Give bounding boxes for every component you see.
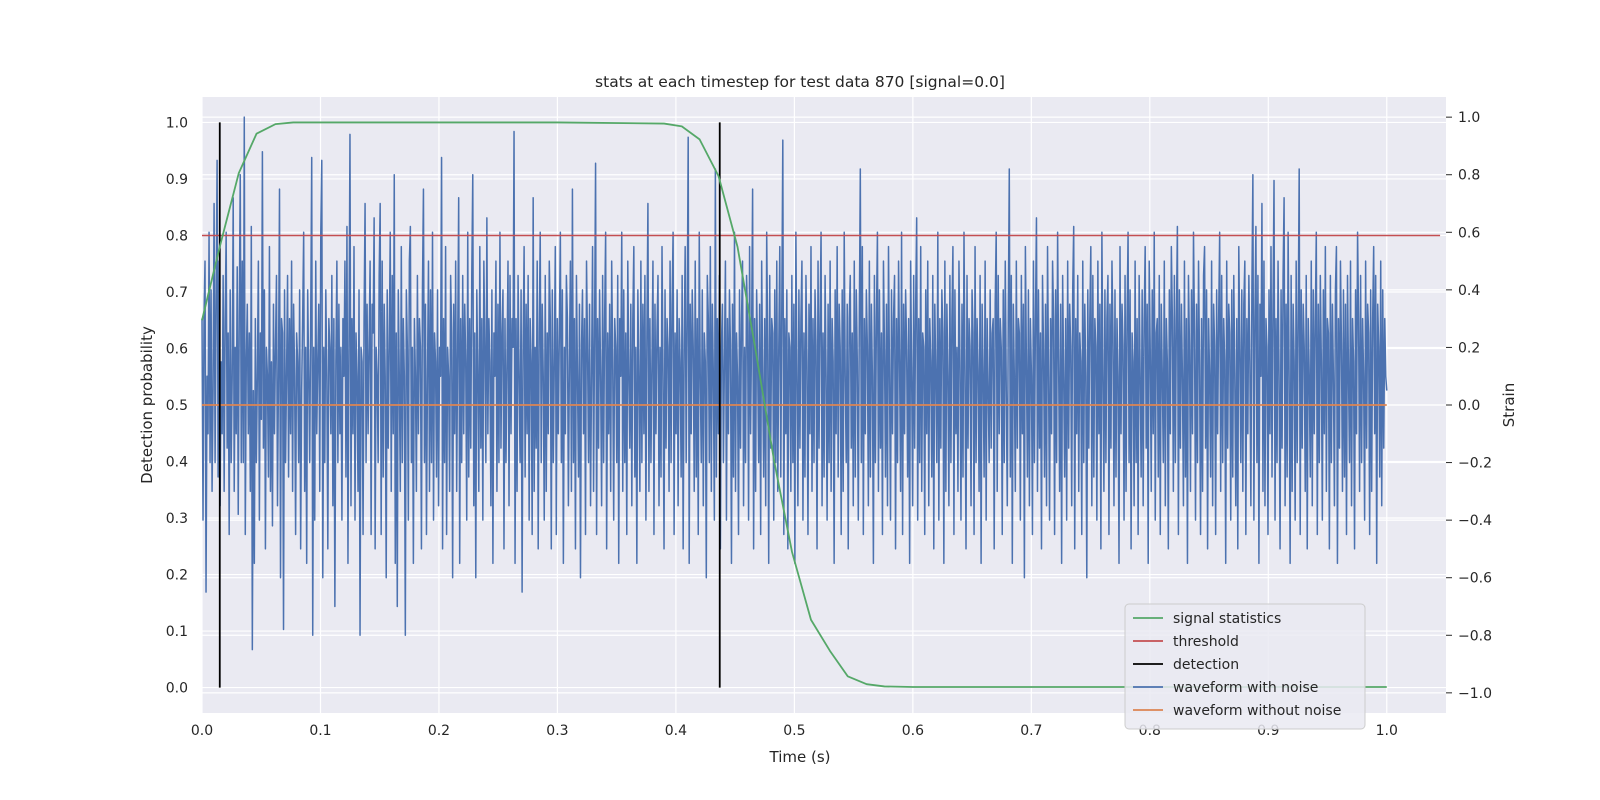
legend-label: waveform without noise [1173,703,1341,719]
x-tick-label: 0.0 [191,723,213,739]
y-tick-label: 1.0 [166,115,188,131]
chart-title: stats at each timestep for test data 870… [595,73,1005,91]
legend-label: detection [1173,657,1239,673]
legend-box [1124,603,1366,730]
y2-tick-label: 1.0 [1458,110,1480,126]
y-tick-label: 0.1 [166,624,188,640]
y-tick-label: 0.0 [166,681,188,697]
y2-tick-label: −0.4 [1458,513,1492,529]
x-tick-label: 0.3 [546,723,568,739]
x-tick-label: 0.7 [1020,723,1042,739]
y-tick-label: 0.7 [166,285,188,301]
y2-tick-label: −0.2 [1458,456,1492,472]
series-waveform-with-noise [201,116,1388,651]
legend: signal statistics threshold detection wavef… [1124,603,1366,730]
y-tick-label: 0.5 [166,398,188,414]
y-tick-label: 0.4 [166,455,188,471]
y2-tick-label: −0.6 [1458,571,1492,587]
x-axis-label: Time (s) [769,748,831,766]
y2-tick-label: 0.4 [1458,283,1480,299]
y-tick-label: 0.2 [166,568,188,584]
y2-tick-label: 0.2 [1458,340,1480,356]
y-tick-label: 0.6 [166,341,188,357]
y2-tick-label: −0.8 [1458,628,1492,644]
y-tick-label: 0.9 [166,172,188,188]
legend-label: waveform with noise [1173,680,1318,696]
y2-tick-label: 0.0 [1458,398,1480,414]
x-tick-label: 0.5 [783,723,805,739]
series-signal-statistics [201,121,1387,688]
x-tick-label: 0.2 [428,723,450,739]
y2-tick-label: −1.0 [1458,686,1492,702]
x-tick-label: 0.1 [309,723,331,739]
legend-label: threshold [1173,634,1239,650]
legend-label: signal statistics [1173,611,1281,627]
series-layer [201,116,1441,688]
y2-tick-label: 0.8 [1458,168,1480,184]
x-tick-label: 1.0 [1376,723,1398,739]
y-axis-label: Detection probability [138,326,156,484]
ticks-layer: 0.0 0.1 0.2 0.3 0.4 0.5 0.6 0.7 0.8 0.9 1.0 0.0 0.1 0… [166,110,1492,739]
y2-tick-label: 0.6 [1458,225,1480,241]
y-tick-label: 0.8 [166,228,188,244]
x-tick-label: 0.6 [902,723,924,739]
x-tick-label: 0.4 [665,723,687,739]
y-tick-label: 0.3 [166,511,188,527]
y2-axis-label: Strain [1500,383,1518,427]
